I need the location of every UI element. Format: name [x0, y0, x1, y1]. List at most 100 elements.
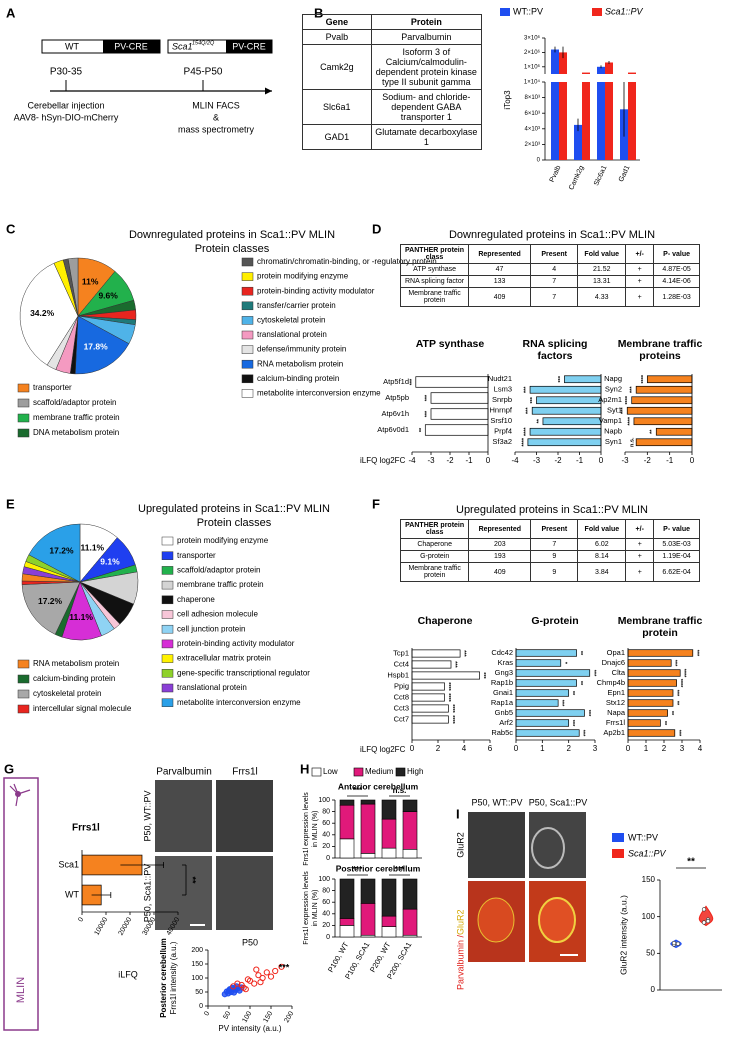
bar-segment: [360, 878, 376, 904]
bar-segment: [381, 847, 397, 859]
label: 154Q/2Q: [192, 40, 215, 46]
y-tick-label: 0: [537, 158, 541, 164]
legend-swatch: [161, 624, 174, 634]
x-tick-label: 50: [222, 1010, 232, 1020]
image-label: Parvalbumin: [156, 767, 212, 778]
scatter-point: [278, 963, 285, 970]
legend-swatch: [17, 689, 30, 699]
bar: [655, 427, 693, 436]
legend-label: membrane traffic protein: [33, 413, 120, 422]
scatter-point: [234, 980, 241, 987]
legend-label: Sca1::PV: [628, 848, 667, 858]
table-cell: Represented: [468, 519, 532, 539]
y-tick-label: 0: [199, 1003, 203, 1010]
bar: [627, 729, 676, 737]
category-label: Ap2m1: [598, 395, 622, 404]
table: PANTHER protein class Represented Present F…: [399, 519, 700, 582]
panel-letter: C: [6, 221, 16, 236]
axis-label: PV intensity (a.u.): [218, 1024, 281, 1033]
slice-label: 17.2%: [49, 545, 74, 555]
label: AAV8- hSyn-DIO-mCherry: [14, 112, 119, 122]
bar-segment: [339, 925, 355, 938]
bar: [627, 709, 668, 717]
legend-swatch: [241, 272, 254, 281]
legend-swatch: [161, 595, 174, 605]
category-label: Gng3: [495, 668, 513, 677]
legend-label: transporter: [177, 551, 216, 560]
significance: ***: [559, 700, 565, 707]
x-tick-label: Slc6a1: [593, 165, 608, 187]
legend-swatch: [161, 669, 174, 678]
table-cell: PANTHER protein class: [399, 244, 470, 264]
x-tick-label: -3: [533, 456, 541, 465]
category-label: Arf2: [499, 718, 513, 727]
table-cell: 4: [530, 263, 579, 276]
y-tick-label: 50: [646, 948, 655, 957]
bar: [515, 699, 559, 707]
slice-label: 17.2%: [38, 596, 63, 606]
table-cell: Glutamate decarboxylase 1: [370, 124, 483, 150]
y-tick-label: 150: [191, 961, 203, 968]
label: Sca1: [172, 41, 193, 51]
significance: ****: [445, 682, 451, 691]
axis-label: Frrs1l expression levels: [303, 871, 310, 945]
label: P30-35: [50, 67, 83, 78]
micrograph: [216, 780, 273, 852]
table-cell: 5.03E-03: [653, 538, 700, 551]
slice-label: 11%: [82, 276, 99, 286]
significance: *: [561, 662, 567, 665]
legend-label: protein modifying enzyme: [177, 536, 269, 545]
heading: Chaperone: [417, 615, 473, 627]
y-tick-label: 100: [642, 912, 656, 921]
axis-label: in MLIN (%): [312, 811, 319, 848]
image-label: GluR2: [455, 832, 465, 858]
scatter-point: [257, 979, 264, 986]
table-cell: Sodium- and chloride-dependent GABA tran…: [370, 89, 483, 125]
pie-slice: [21, 581, 81, 635]
bar-segment: [339, 918, 355, 926]
category-label: Opa1: [607, 648, 625, 657]
significance: **: [674, 701, 680, 706]
category-label: Lsm3: [494, 385, 512, 394]
category-label: Snrpb: [492, 395, 512, 404]
axis-label: GluR2 intensity (a.u.): [618, 895, 628, 975]
category-label: Atp5f1d: [383, 377, 409, 386]
chart-title: P50: [242, 937, 258, 947]
scatter-point: [255, 972, 262, 979]
table-cell: +/-: [625, 244, 655, 264]
micrograph: [529, 812, 586, 878]
legend-swatch: [612, 849, 624, 858]
table-cell: 8.14: [577, 550, 627, 563]
significance: **: [661, 721, 667, 726]
x-tick-label: -1: [666, 456, 674, 465]
chart-title: Posterior cerebellum: [336, 863, 421, 873]
image-label: Frrs1l: [232, 767, 258, 778]
category-label: Cct7: [394, 714, 409, 723]
heading: RNA splicing factors: [522, 338, 588, 363]
construct-cre: [103, 40, 160, 53]
heading: G-protein: [531, 615, 579, 627]
significance: ****: [521, 437, 527, 446]
y-tick-label: 100: [191, 975, 203, 982]
category-label: Syn2: [605, 385, 622, 394]
bar: [628, 82, 636, 160]
slice-label: 11.1%: [80, 542, 104, 552]
table-cell: 1.28E-03: [653, 287, 700, 307]
x-tick-label: -2: [644, 456, 652, 465]
significance: n.s.: [393, 786, 407, 795]
heading: Membrane traffic proteins: [617, 338, 703, 363]
bar: [536, 396, 602, 405]
bar-segment: [339, 838, 355, 859]
bar: [515, 709, 585, 717]
category-label: Chmp4b: [597, 678, 625, 687]
axis-label: Frrs1l expression levels: [303, 792, 310, 866]
bar-segment: [360, 803, 376, 854]
y-tick-label: 2×10⁶: [524, 49, 541, 56]
significance: ***: [674, 690, 680, 697]
bar: [559, 52, 567, 74]
legend-label: scaffold/adaptor protein: [177, 566, 260, 575]
image-label: P50, Sca1::PV: [529, 797, 588, 807]
bar: [627, 649, 694, 657]
axis-label: iLFQ log2FC: [360, 456, 406, 465]
table-cell: 9: [530, 550, 579, 563]
